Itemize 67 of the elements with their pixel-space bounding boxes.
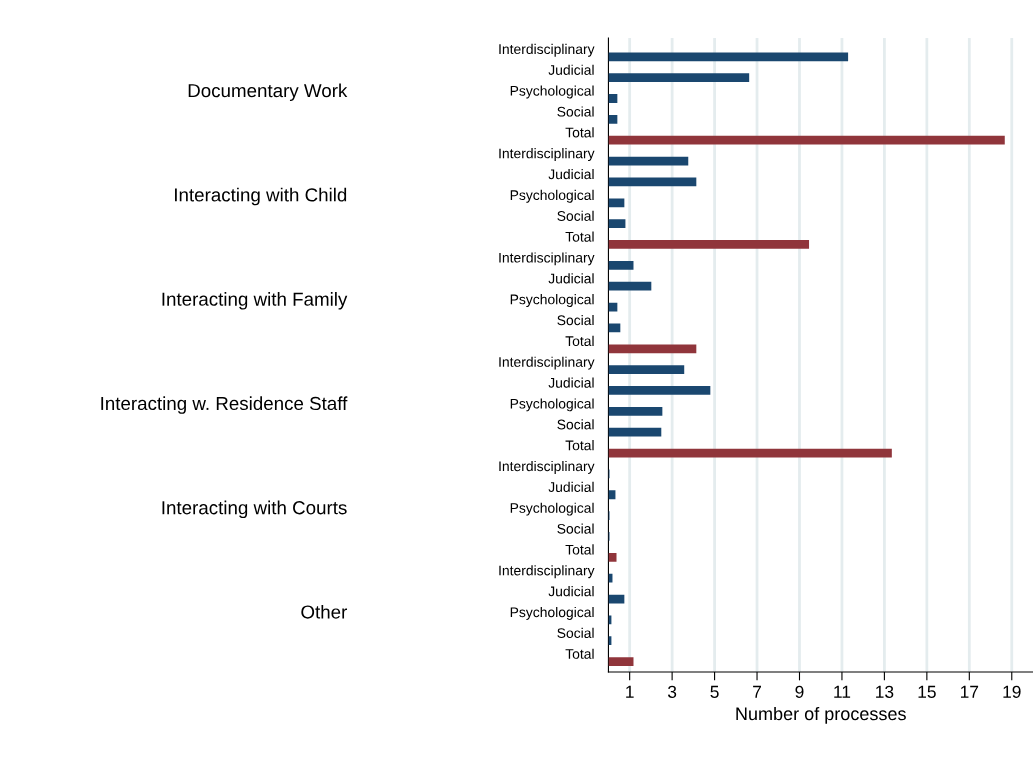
bar <box>608 94 618 103</box>
y-tick-label: Total <box>565 335 594 347</box>
y-tick-label: Social <box>557 210 594 221</box>
x-tick-label: 3 <box>667 685 677 698</box>
bar <box>608 448 892 458</box>
y-tick-label: Social <box>557 106 594 117</box>
text: Interacting with Child <box>175 187 347 206</box>
y-tick-label: Total <box>565 648 594 659</box>
y-tick-label: Social <box>557 627 594 638</box>
bar <box>608 219 626 229</box>
bar <box>608 427 662 437</box>
y-tick-label: Interdisciplinary <box>499 356 595 370</box>
bar <box>608 156 689 166</box>
x-tick-label: 9 <box>795 685 804 698</box>
bar <box>608 73 750 83</box>
x-tick-label: 1 <box>626 685 634 698</box>
bar <box>608 198 625 208</box>
text: Interacting with Family <box>162 292 348 310</box>
bar <box>608 365 685 374</box>
bar <box>608 260 634 270</box>
text: Other <box>301 604 348 619</box>
x-tick-label: 13 <box>876 685 894 698</box>
y-tick-label: Interdisciplinary <box>499 148 595 162</box>
y-tick-label: Psychological <box>510 294 594 308</box>
x-tick-label: 11 <box>834 685 851 698</box>
y-tick-label: Psychological <box>510 398 594 412</box>
bar <box>608 177 697 187</box>
bar <box>608 114 618 124</box>
bar <box>608 344 697 354</box>
y-tick-label: Psychological <box>510 189 594 203</box>
y-tick-label: Psychological <box>510 606 594 620</box>
bar <box>608 406 663 416</box>
y-tick-label: Judicial <box>548 273 594 284</box>
x-tick-label: 7 <box>753 685 761 698</box>
bar <box>608 52 849 62</box>
text: Documentary Work <box>188 83 348 101</box>
bar <box>608 240 810 249</box>
bar <box>608 281 652 291</box>
y-tick-label: Psychological <box>510 502 594 516</box>
y-tick-label: Judicial <box>548 481 594 492</box>
y-tick-label: Interdisciplinary <box>499 460 595 474</box>
text: Interacting with Courts <box>162 500 347 519</box>
y-tick-label: Social <box>557 523 594 534</box>
y-tick-label: Social <box>557 314 594 326</box>
y-tick-label: Psychological <box>510 85 594 99</box>
y-tick-label: Social <box>557 419 594 430</box>
x-tick-label: 5 <box>710 685 719 698</box>
y-tick-label: Judicial <box>548 64 594 75</box>
text: Interacting w. Residence Staff <box>101 396 348 414</box>
y-tick-label: Total <box>565 231 594 242</box>
y-tick-label: Interdisciplinary <box>499 252 595 266</box>
x-axis-title: Number of processes <box>736 706 906 724</box>
y-tick-label: Interdisciplinary <box>499 565 595 579</box>
y-tick-label: Judicial <box>548 586 594 597</box>
x-tick-label: 19 <box>1003 685 1021 698</box>
x-tick-label: 15 <box>918 685 936 698</box>
bar <box>608 135 1005 145</box>
y-tick-label: Interdisciplinary <box>499 43 595 57</box>
bar <box>608 657 634 666</box>
y-tick-label: Total <box>565 127 594 138</box>
bar <box>608 552 617 562</box>
y-tick-label: Judicial <box>548 377 594 388</box>
y-tick-label: Total <box>565 440 594 451</box>
y-tick-label: Total <box>565 544 594 555</box>
y-tick-label: Judicial <box>548 168 594 180</box>
x-tick-label: 17 <box>960 685 979 698</box>
bar <box>608 386 711 395</box>
